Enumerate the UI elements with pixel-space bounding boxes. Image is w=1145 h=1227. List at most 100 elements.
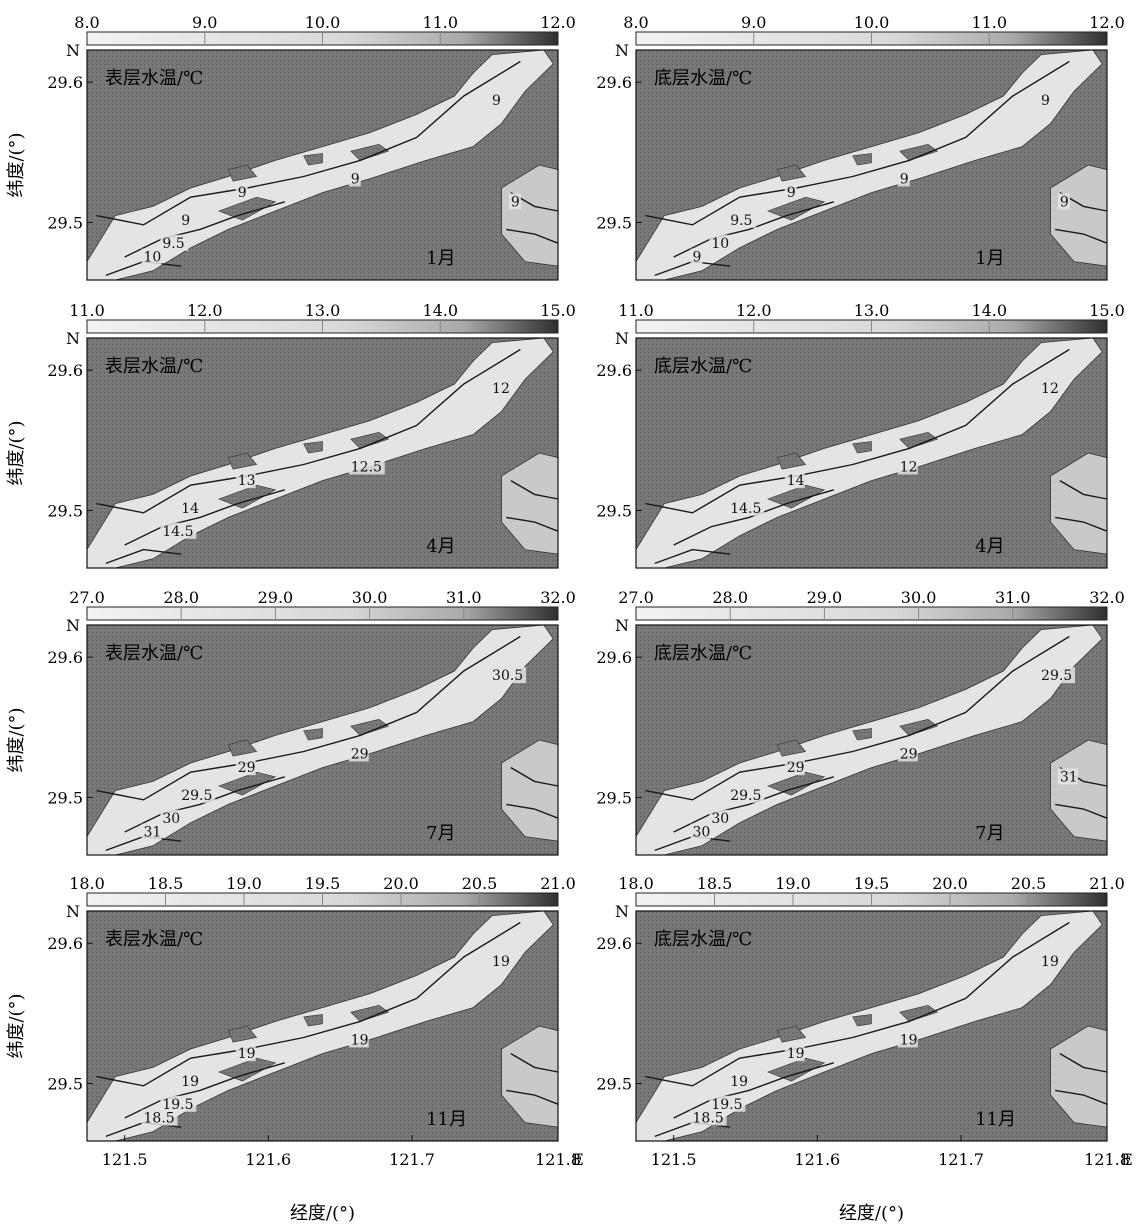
- east-label: E: [572, 1150, 584, 1169]
- isotherm-line: [506, 1089, 559, 1105]
- colorbar-tick-label: 30.0: [901, 588, 937, 607]
- lat-tick-label: 29.5: [596, 789, 632, 808]
- colorbar-tick-label: 8.0: [74, 13, 99, 32]
- map-panel-0-1: 8.0 9.0 10.0 11.0 12.0 9 9 9 9.510 9 9 底层水温/℃ 1月 N 29.…: [596, 13, 1125, 281]
- contour-label-bg: [348, 745, 369, 762]
- isotherm-line: [1055, 228, 1108, 244]
- contour-label: 29.5: [181, 788, 212, 804]
- contour-label: 19: [492, 954, 510, 970]
- colorbar-tick-label: 29.0: [258, 588, 294, 607]
- isotherm-line: [673, 489, 834, 546]
- contour-label-bg: [160, 522, 197, 539]
- lon-tick-label: 121.6: [794, 1150, 840, 1169]
- contour-label: 19.5: [162, 1097, 193, 1113]
- lat-tick-label: 29.5: [596, 1075, 632, 1094]
- colorbar-tick-label: 13.0: [854, 301, 890, 320]
- isotherm-line: [96, 60, 521, 226]
- contour-label: 9.5: [730, 213, 752, 229]
- month-label: 4月: [975, 536, 1004, 557]
- lat-tick-label: 29.6: [47, 361, 83, 380]
- island: [899, 143, 939, 161]
- contour-label: 14.5: [162, 524, 193, 540]
- contour-label: 12.5: [351, 459, 382, 475]
- colorbar-tick-label: 8.0: [623, 13, 648, 32]
- colorbar-tick-label: 10.0: [854, 13, 890, 32]
- contour-label-bg: [141, 248, 162, 265]
- contour-label-bg: [709, 1095, 746, 1112]
- contour-label: 30: [711, 811, 729, 827]
- contour-label-bg: [784, 472, 805, 489]
- month-label: 11月: [426, 1109, 467, 1130]
- colorbar-tick-label: 21.0: [540, 874, 576, 893]
- contour-label-bg: [179, 499, 200, 516]
- x-axis-title: 经度/(°): [290, 1203, 355, 1224]
- island: [350, 431, 390, 449]
- contour-label: 29: [787, 760, 805, 776]
- contour-label: 9: [351, 171, 360, 187]
- colorbar-tick-label: 20.5: [462, 874, 498, 893]
- colorbar-tick-label: 12.0: [1089, 13, 1125, 32]
- contour-label-bg: [490, 380, 511, 397]
- contour-label: 9: [181, 213, 190, 229]
- colorbar-tick-label: 18.0: [69, 874, 105, 893]
- contour-label: 29: [351, 746, 369, 762]
- isotherm-line: [510, 766, 559, 787]
- contour-label: 29: [900, 746, 918, 762]
- colorbar-tick-label: 9.0: [192, 13, 217, 32]
- isotherm-line: [1055, 516, 1108, 532]
- map-panel-2-1: 27.0 28.0 29.0 30.0 31.0 32.029.5292929.53030…: [596, 588, 1125, 856]
- map-panel-3-1: 18.0 18.5 19.0 19.5 20.0 20.5 21.0 19 19 19 19 19.5…: [596, 874, 1132, 1224]
- contour-label-bg: [179, 211, 192, 228]
- island: [776, 739, 807, 757]
- contour-label-bg: [141, 1109, 178, 1126]
- contour-label: 12: [900, 459, 918, 475]
- isotherm-line: [96, 921, 521, 1087]
- contour-label: 29.5: [730, 788, 761, 804]
- lat-tick-label: 29.5: [596, 214, 632, 233]
- contour-label-bg: [784, 184, 797, 201]
- contour-label-bg: [690, 248, 703, 265]
- east-label: E: [1121, 1150, 1133, 1169]
- colorbar-tick-label: 11.0: [422, 13, 458, 32]
- contour-label-bg: [235, 184, 248, 201]
- contour-label: 19: [900, 1032, 918, 1048]
- contour-label-bg: [160, 1095, 197, 1112]
- isotherm-line: [673, 1062, 834, 1119]
- island: [776, 164, 807, 182]
- isotherm-line: [1059, 1052, 1108, 1073]
- colorbar-tick-label: 9.0: [741, 13, 766, 32]
- contour-label-bg: [235, 472, 256, 489]
- contour-label-bg: [160, 234, 189, 251]
- contour-label: 9: [511, 194, 520, 210]
- isotherm-line: [654, 548, 731, 565]
- contour-label: 19: [1041, 954, 1059, 970]
- lon-tick-label: 121.6: [245, 1150, 291, 1169]
- contour-label-bg: [784, 1045, 805, 1062]
- lat-tick-label: 29.6: [596, 648, 632, 667]
- contour-label-bg: [1057, 193, 1070, 210]
- north-label: N: [615, 902, 629, 921]
- colorbar-tick-label: 19.5: [854, 874, 890, 893]
- map-frame: [86, 49, 559, 281]
- lon-tick-label: 121.5: [102, 1150, 148, 1169]
- isotherm-line: [124, 201, 285, 258]
- island: [899, 718, 939, 736]
- island: [899, 1004, 939, 1022]
- x-axis-title: 经度/(°): [839, 1203, 904, 1224]
- contour-label: 19: [351, 1032, 369, 1048]
- contour-label: 30: [162, 811, 180, 827]
- isotherm-line: [105, 548, 182, 565]
- island: [227, 1025, 258, 1043]
- island: [852, 1014, 872, 1027]
- isotherm-line: [506, 516, 559, 532]
- contour-label-bg: [235, 1045, 256, 1062]
- colorbar-tick-label: 14.0: [422, 301, 458, 320]
- colorbar: [86, 606, 559, 621]
- lon-tick-label: 121.5: [651, 1150, 697, 1169]
- month-label: 4月: [426, 536, 455, 557]
- map-frame: [635, 49, 1108, 281]
- month-label: 1月: [426, 248, 455, 269]
- colorbar-tick-label: 13.0: [305, 301, 341, 320]
- contour-label-bg: [1039, 667, 1076, 684]
- panel-title: 表层水温/℃: [105, 643, 203, 664]
